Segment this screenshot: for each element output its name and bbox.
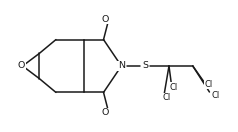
Text: Cl: Cl (170, 83, 178, 92)
Text: N: N (118, 62, 125, 70)
Text: O: O (102, 15, 109, 24)
Text: Cl: Cl (211, 91, 219, 100)
Text: S: S (142, 62, 148, 70)
Text: O: O (18, 62, 25, 70)
Text: O: O (102, 108, 109, 117)
Text: Cl: Cl (204, 80, 212, 89)
Text: Cl: Cl (163, 93, 171, 102)
